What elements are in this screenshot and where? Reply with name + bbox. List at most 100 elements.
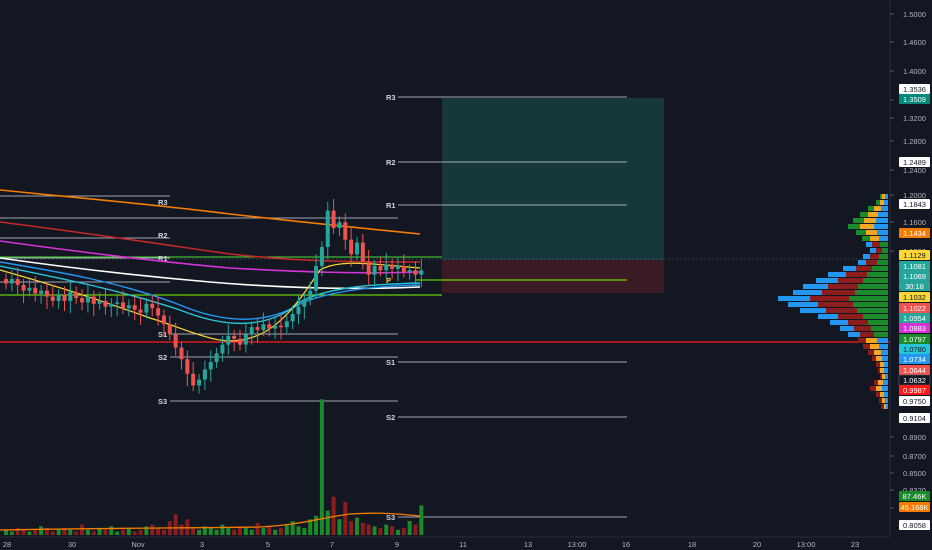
volume-profile-row xyxy=(878,212,888,217)
time-axis[interactable] xyxy=(0,537,890,550)
candle-body xyxy=(27,287,32,291)
stop-zone[interactable] xyxy=(442,260,664,293)
price-badge[interactable] xyxy=(899,281,930,291)
ema-white-line xyxy=(0,257,421,290)
candle-body xyxy=(109,303,114,307)
volume-bar xyxy=(243,528,248,535)
time-axis-label: 13 xyxy=(524,540,532,549)
volume-profile-row xyxy=(884,362,888,367)
time-axis-label: 18 xyxy=(688,540,696,549)
candle-body xyxy=(284,321,289,328)
volume-bar xyxy=(290,521,295,535)
target-zone[interactable] xyxy=(442,98,664,260)
volume-profile-row xyxy=(884,404,886,409)
volume-profile-row xyxy=(856,230,866,235)
price-badge[interactable] xyxy=(899,334,930,344)
candle-body xyxy=(185,359,190,374)
candle-body xyxy=(319,247,324,266)
candle-body xyxy=(21,284,26,291)
volume-profile-row xyxy=(864,218,876,223)
candle-body xyxy=(80,298,85,303)
volume-profile-row xyxy=(886,404,888,409)
price-badge[interactable] xyxy=(899,365,930,375)
volume-profile-row xyxy=(874,380,878,385)
price-badge[interactable] xyxy=(899,344,930,354)
candle-body xyxy=(191,373,196,386)
price-badge-text: 30:18 xyxy=(905,282,924,291)
price-badge[interactable] xyxy=(899,396,930,406)
price-badge[interactable] xyxy=(899,157,930,167)
price-badge[interactable] xyxy=(899,385,930,395)
price-tick-label: 1.2800 xyxy=(903,137,926,146)
candle-body xyxy=(156,308,161,316)
volume-bar xyxy=(378,528,383,535)
volume-profile-row xyxy=(843,266,856,271)
volume-bar xyxy=(56,529,61,535)
price-badge[interactable] xyxy=(899,502,930,512)
candle-body xyxy=(132,305,137,310)
volume-profile-row xyxy=(848,320,868,325)
price-badge[interactable] xyxy=(899,413,930,423)
price-badge[interactable] xyxy=(899,292,930,302)
volume-bar xyxy=(179,524,184,535)
candle-body xyxy=(167,324,172,335)
volume-bar xyxy=(284,524,289,535)
price-badge[interactable] xyxy=(899,313,930,323)
volume-profile-row xyxy=(876,392,880,397)
price-badge-text: 1.0883 xyxy=(903,324,926,333)
volume-profile-row xyxy=(881,206,888,211)
candle-body xyxy=(238,338,242,345)
time-axis-label: 28 xyxy=(3,540,11,549)
volume-bar xyxy=(4,529,8,535)
volume-profile-row xyxy=(855,290,888,295)
pivot-label-r2-right: R2 xyxy=(386,158,396,167)
candle-body xyxy=(161,315,166,325)
price-badge-text: 87.46K xyxy=(903,492,927,501)
price-badge[interactable] xyxy=(899,271,930,281)
volume-bar xyxy=(91,531,96,535)
volume-bar xyxy=(407,521,412,535)
volume-profile-row xyxy=(876,362,880,367)
volume-bar xyxy=(278,528,283,535)
price-badge[interactable] xyxy=(899,84,930,94)
volume-profile-row xyxy=(826,308,857,313)
price-badge[interactable] xyxy=(899,250,930,260)
price-tick-label: 1.2000 xyxy=(903,191,926,200)
volume-profile-row xyxy=(885,374,888,379)
time-axis-label: 16 xyxy=(622,540,630,549)
volume-bar xyxy=(302,528,307,535)
candle-body xyxy=(267,324,272,329)
price-badge[interactable] xyxy=(899,323,930,333)
candle-body xyxy=(296,306,301,315)
candle-body xyxy=(343,222,348,240)
volume-profile-row xyxy=(868,212,878,217)
volume-profile-row xyxy=(860,212,868,217)
price-badge[interactable] xyxy=(899,520,930,530)
candle-body xyxy=(97,300,102,304)
price-badge[interactable] xyxy=(899,491,930,501)
volume-bar xyxy=(191,528,196,535)
volume-profile-row xyxy=(818,314,838,319)
volume-profile-row xyxy=(878,380,883,385)
candle-body xyxy=(226,335,231,345)
volume-bar xyxy=(226,528,231,535)
volume-profile-row xyxy=(788,302,818,307)
volume-bar xyxy=(173,514,178,535)
volume-profile-row xyxy=(810,296,849,301)
volume-profile-row xyxy=(866,230,877,235)
volume-bar xyxy=(15,528,20,535)
price-badge[interactable] xyxy=(899,228,930,238)
price-badge[interactable] xyxy=(899,94,930,104)
volume-bar xyxy=(384,524,389,535)
price-badge[interactable] xyxy=(899,199,930,209)
price-badge[interactable] xyxy=(899,303,930,313)
candle-body xyxy=(302,299,307,307)
price-badge[interactable] xyxy=(899,261,930,271)
volume-profile-row xyxy=(870,236,879,241)
price-badge[interactable] xyxy=(899,354,930,364)
volume-profile-row xyxy=(871,326,888,331)
price-tick-label: 0.8700 xyxy=(903,452,926,461)
candlestick-series[interactable] xyxy=(4,198,424,394)
price-badge-text: 1.1843 xyxy=(903,200,926,209)
